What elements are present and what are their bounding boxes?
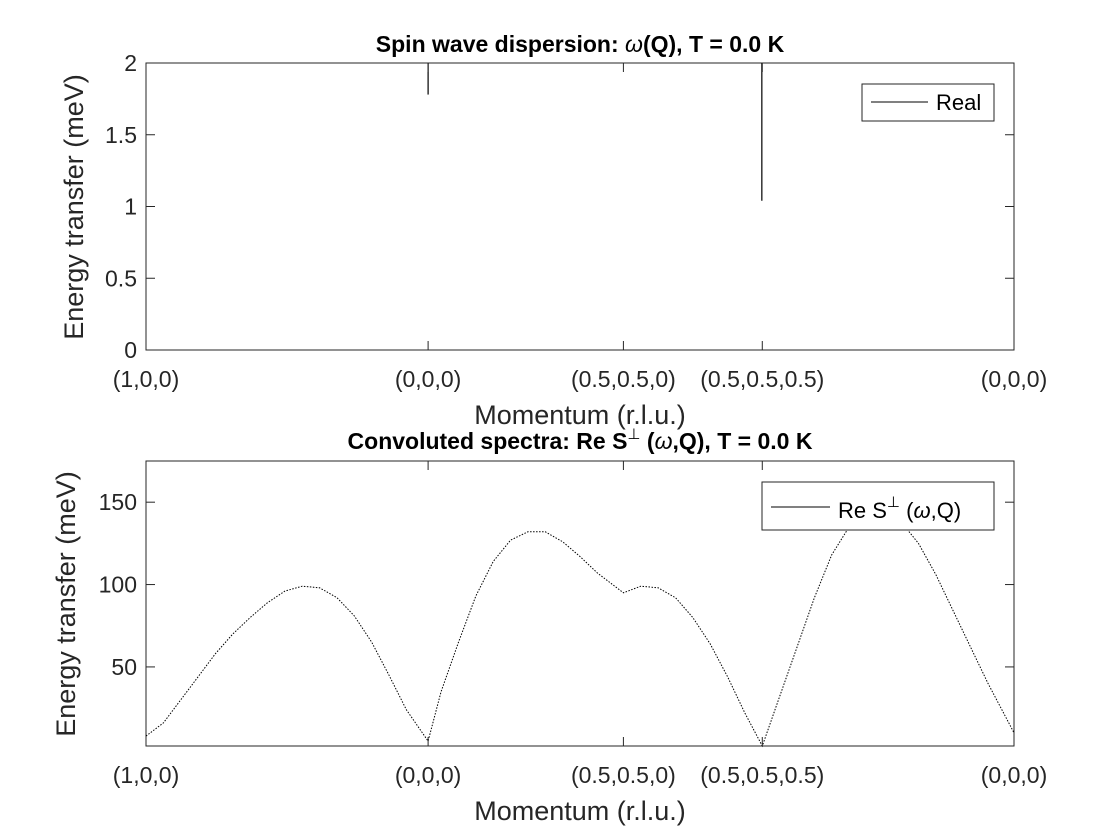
x-tick-label: (0,0,0) (395, 762, 461, 788)
x-tick-label: (0.5,0.5,0) (571, 366, 676, 392)
legend-box (761, 481, 995, 531)
x-tick-label: (0,0,0) (395, 366, 461, 392)
x-tick-label: (1,0,0) (113, 366, 179, 392)
spectra-line (145, 509, 1015, 748)
chart-convoluted-spectra: Convoluted spectra: Re S⊥ (ω,Q), T = 0.0… (51, 426, 1047, 826)
y-axis-label: Energy transfer (meV) (59, 74, 89, 340)
legend-label-real: Real (936, 90, 981, 115)
y-tick-labels: 50 100 150 (99, 489, 137, 680)
tick-marks (145, 62, 1015, 351)
x-tick-labels: (1,0,0) (0,0,0) (0.5,0.5,0) (0.5,0.5,0.5) (0… (113, 762, 1047, 788)
y-tick-label: 1 (124, 194, 137, 220)
chart-title: Convoluted spectra: Re S⊥ (ω,Q), T = 0.0… (348, 426, 813, 454)
x-tick-label: (1,0,0) (113, 762, 179, 788)
x-tick-label: (0.5,0.5,0.5) (700, 762, 824, 788)
y-tick-label: 50 (111, 654, 137, 680)
x-tick-label: (0,0,0) (981, 366, 1047, 392)
y-tick-label: 0.5 (105, 265, 137, 291)
legend-label-spectra: Re S⊥ (ω,Q) (838, 494, 961, 523)
x-axis-label: Momentum (r.l.u.) (474, 796, 686, 826)
x-tick-label: (0.5,0.5,0) (571, 762, 676, 788)
y-tick-label: 0 (124, 337, 137, 363)
y-tick-label: 100 (99, 572, 137, 598)
legend: Re S⊥ (ω,Q) (761, 481, 995, 531)
tick-marks (145, 461, 1015, 746)
data-marks (145, 509, 1015, 748)
legend: Real (861, 83, 995, 122)
y-axis-label: Energy transfer (meV) (51, 471, 81, 737)
x-tick-labels: (1,0,0) (0,0,0) (0.5,0.5,0) (0.5,0.5,0.5) (0… (113, 366, 1047, 392)
chart-dispersion: Spin wave dispersion: ω(Q), T = 0.0 K 00… (59, 31, 1047, 430)
y-tick-labels: 0 0.5 1 1.5 2 (105, 50, 137, 363)
y-tick-label: 2 (124, 50, 137, 76)
x-axis-label: Momentum (r.l.u.) (474, 400, 686, 430)
x-tick-label: (0,0,0) (981, 762, 1047, 788)
y-tick-label: 1.5 (105, 122, 137, 148)
x-tick-label: (0.5,0.5,0.5) (700, 366, 824, 392)
chart-title: Spin wave dispersion: ω(Q), T = 0.0 K (376, 31, 785, 57)
y-tick-label: 150 (99, 489, 137, 515)
